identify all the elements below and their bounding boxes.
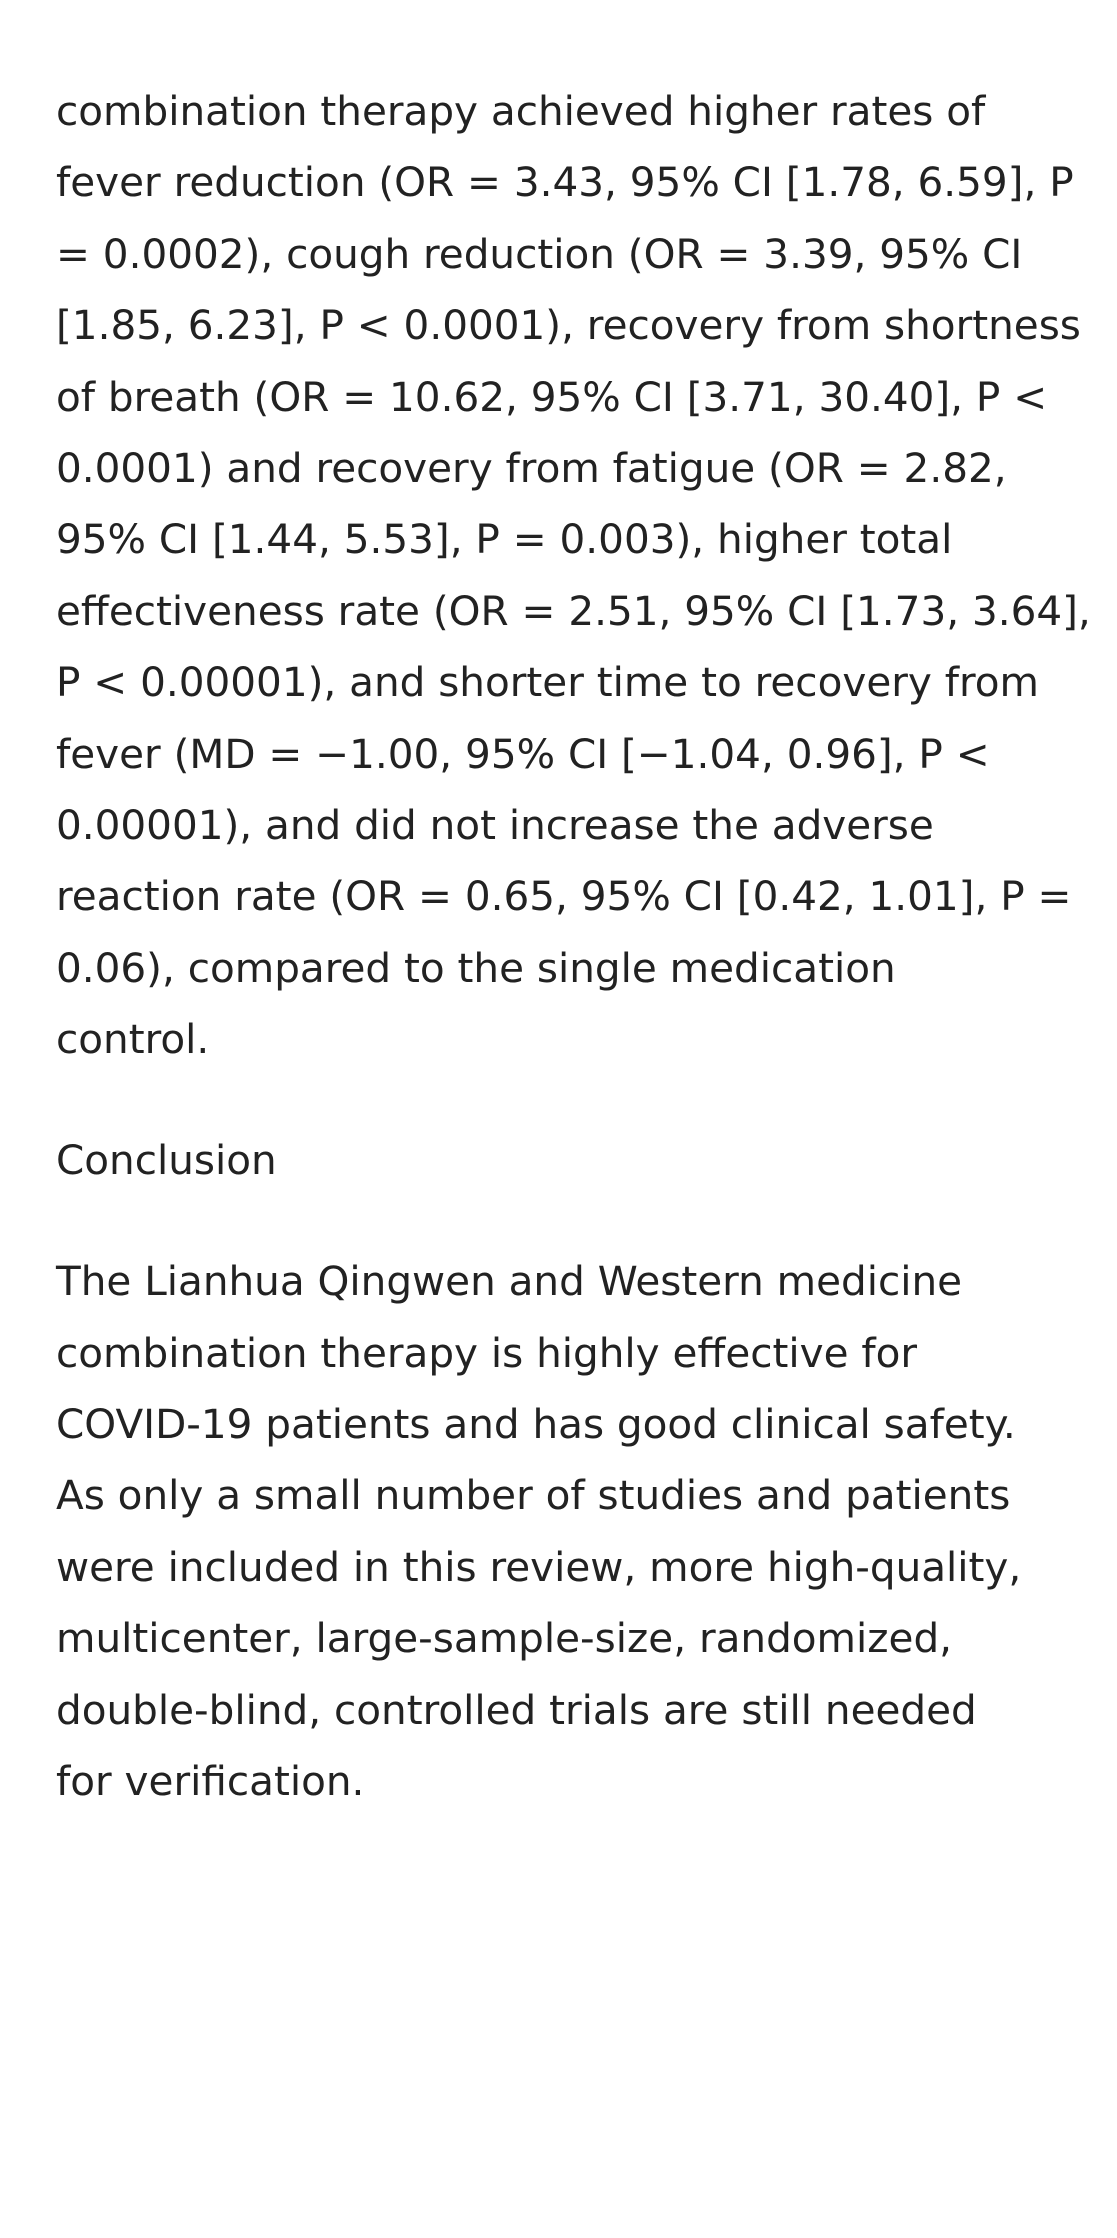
conclusion-paragraph: The Lianhua Qingwen and Western medicine… [56,1257,1022,1805]
conclusion-heading: Conclusion [56,1135,277,1184]
results-paragraph: combination therapy achieved higher rate… [56,87,1091,1064]
article-body: combination therapy achieved higher rate… [56,76,1106,1817]
